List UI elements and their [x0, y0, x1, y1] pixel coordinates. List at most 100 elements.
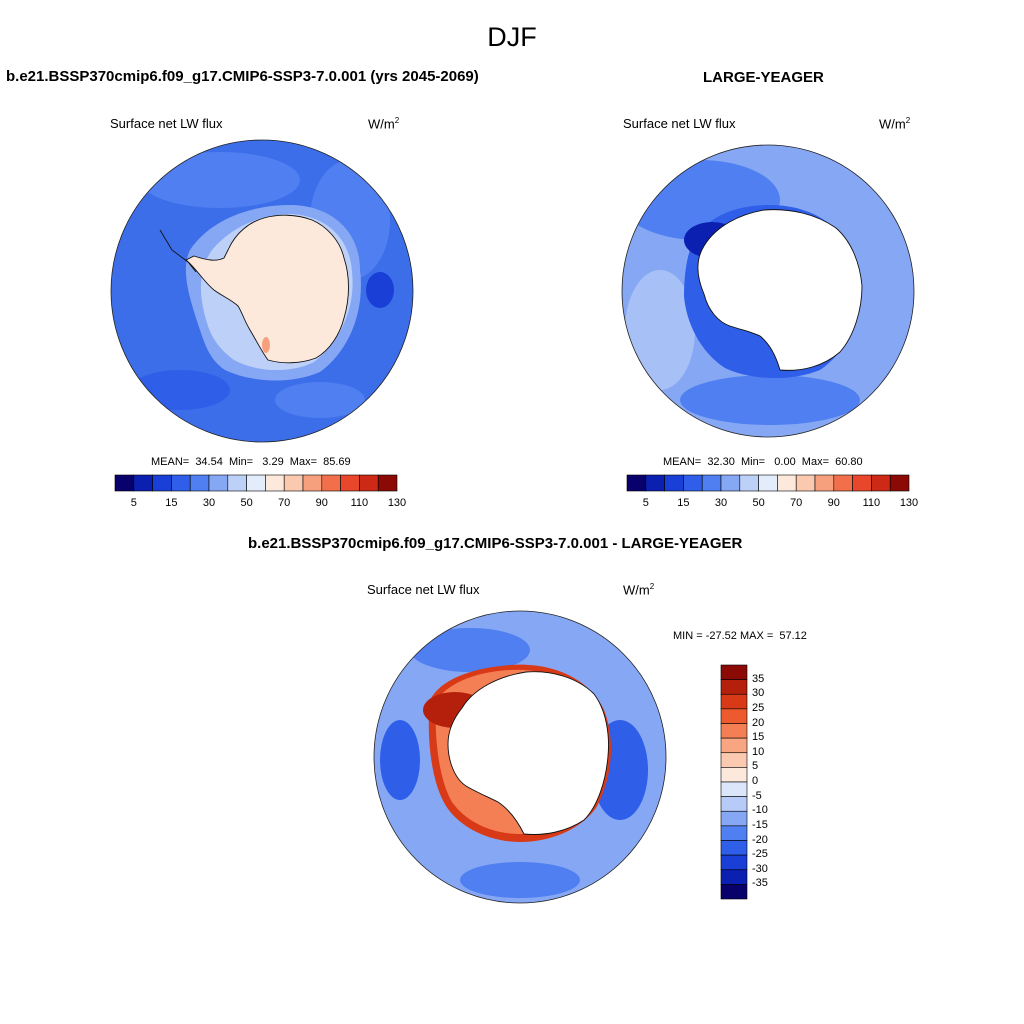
- diff-colorbar-swatch: [720, 854, 748, 871]
- model-colorbar-swatch: [171, 474, 191, 492]
- model-colorbar: [114, 474, 398, 492]
- model-colorbar-swatch: [189, 474, 210, 492]
- diff-variable-label: Surface net LW flux: [367, 582, 480, 597]
- obs-colorbar-swatch: [795, 474, 816, 492]
- model-colorbar-swatch: [246, 474, 266, 492]
- obs-units-exp: 2: [905, 116, 911, 125]
- diff-colorbar-swatch: [720, 752, 748, 768]
- obs-colorbar-swatch: [626, 474, 647, 492]
- obs-colorbar-swatch: [720, 474, 741, 492]
- model-colorbar-tick-label: 130: [387, 497, 407, 509]
- diff-colorbar-swatch: [720, 708, 748, 724]
- diff-colorbar-tick-label: -10: [752, 804, 768, 817]
- obs-colorbar-swatch: [777, 474, 797, 492]
- model-colorbar-swatch: [340, 474, 360, 492]
- obs-colorbar-tick-label: 30: [714, 497, 728, 509]
- obs-colorbar-swatch: [645, 474, 665, 492]
- obs-colorbar-swatch: [683, 474, 703, 492]
- diff-colorbar-tick-label: 0: [752, 775, 759, 787]
- diff-colorbar-swatch: [720, 693, 748, 710]
- obs-colorbar-tick-label: 90: [827, 497, 840, 509]
- diff-colorbar-swatch: [720, 679, 748, 695]
- model-colorbar-tick-label: 90: [315, 497, 328, 509]
- obs-units-label: W/m2: [879, 116, 910, 131]
- diff-colorbar-tick-label: 25: [752, 701, 765, 714]
- obs-colorbar-swatch: [758, 474, 778, 492]
- model-colorbar-swatch: [283, 474, 304, 492]
- diff-panel-title: b.e21.BSSP370cmip6.f09_g17.CMIP6-SSP3-7.…: [248, 535, 743, 552]
- diff-colorbar-swatch: [720, 796, 748, 812]
- obs-colorbar-swatch: [852, 474, 872, 492]
- diff-colorbar-swatch: [720, 869, 748, 885]
- diff-colorbar-tick-label: 20: [752, 716, 765, 729]
- obs-colorbar: [626, 474, 910, 492]
- model-colorbar-swatch: [152, 474, 172, 492]
- model-colorbar-tick-label: 15: [165, 497, 178, 509]
- diff-colorbar-tick-label: -5: [752, 789, 762, 802]
- diff-colorbar-tick-label: -30: [752, 862, 768, 875]
- diff-colorbar-swatch: [720, 810, 748, 827]
- diff-colorbar-tick-label: 5: [752, 760, 759, 773]
- diff-units-exp: 2: [649, 582, 655, 591]
- model-panel-title: b.e21.BSSP370cmip6.f09_g17.CMIP6-SSP3-7.…: [6, 68, 479, 85]
- obs-colorbar-swatch: [833, 474, 853, 492]
- diff-colorbar-swatch: [720, 664, 748, 680]
- model-antarctica: [185, 214, 349, 364]
- diff-colorbar-tick-label: -15: [752, 818, 768, 831]
- obs-colorbar-swatch: [701, 474, 722, 492]
- diff-colorbar-tick-label: 10: [752, 745, 765, 758]
- obs-colorbar-tick-label: 50: [752, 497, 765, 509]
- obs-colorbar-tick-label: 5: [642, 497, 649, 509]
- obs-colorbar-swatch: [814, 474, 835, 492]
- model-variable-label: Surface net LW flux: [110, 116, 223, 131]
- obs-stats: MEAN= 32.30 Min= 0.00 Max= 60.80: [663, 456, 863, 468]
- model-colorbar-tick-label: 50: [240, 497, 253, 509]
- diff-colorbar-swatch: [720, 825, 748, 841]
- diff-colorbar-swatch: [720, 884, 748, 900]
- obs-colorbar-tick-label: 130: [899, 497, 919, 509]
- obs-colorbar-tick-label: 110: [862, 497, 881, 509]
- model-units-base: W/m: [368, 116, 395, 132]
- diff-colorbar-tick-label: -20: [752, 833, 768, 846]
- model-colorbar-swatch: [227, 474, 247, 492]
- diff-stats: MIN = -27.52 MAX = 57.12: [673, 630, 807, 642]
- obs-colorbar-swatch: [739, 474, 759, 492]
- obs-units-base: W/m: [879, 116, 906, 132]
- model-stats: MEAN= 34.54 Min= 3.29 Max= 85.69: [151, 456, 351, 468]
- obs-colorbar-swatch: [871, 474, 891, 492]
- diff-map: [373, 610, 667, 904]
- model-colorbar-swatch: [114, 474, 135, 492]
- diff-units-base: W/m: [623, 582, 650, 598]
- obs-panel-title: LARGE-YEAGER: [703, 69, 824, 86]
- model-colorbar-tick-label: 110: [350, 497, 369, 509]
- model-colorbar-swatch: [359, 474, 379, 492]
- model-colorbar-tick-label: 70: [278, 497, 291, 509]
- obs-colorbar-swatch: [889, 474, 910, 492]
- diff-colorbar: [720, 664, 748, 900]
- main-title: DJF: [487, 22, 537, 52]
- diff-colorbar-swatch: [720, 737, 748, 754]
- model-units-label: W/m2: [368, 116, 399, 131]
- model-colorbar-swatch: [208, 474, 229, 492]
- diff-colorbar-swatch: [720, 723, 748, 739]
- diff-colorbar-swatch: [720, 781, 748, 797]
- diff-units-label: W/m2: [623, 582, 654, 597]
- obs-antarctica: [697, 209, 863, 371]
- diff-colorbar-swatch: [720, 767, 748, 783]
- diff-colorbar-tick-label: -25: [752, 848, 768, 861]
- model-colorbar-swatch: [377, 474, 398, 492]
- model-colorbar-swatch: [302, 474, 323, 492]
- diff-colorbar-tick-label: 15: [752, 731, 765, 744]
- obs-variable-label: Surface net LW flux: [623, 116, 736, 131]
- diff-colorbar-tick-label: -35: [752, 877, 768, 890]
- obs-colorbar-tick-label: 15: [677, 497, 690, 509]
- diff-colorbar-swatch: [720, 840, 748, 856]
- model-units-exp: 2: [394, 116, 400, 125]
- model-colorbar-swatch: [133, 474, 153, 492]
- model-colorbar-tick-label: 30: [202, 497, 216, 509]
- obs-map: [621, 144, 915, 438]
- diff-antarctica: [447, 671, 609, 835]
- obs-colorbar-swatch: [664, 474, 684, 492]
- model-map: [110, 139, 414, 443]
